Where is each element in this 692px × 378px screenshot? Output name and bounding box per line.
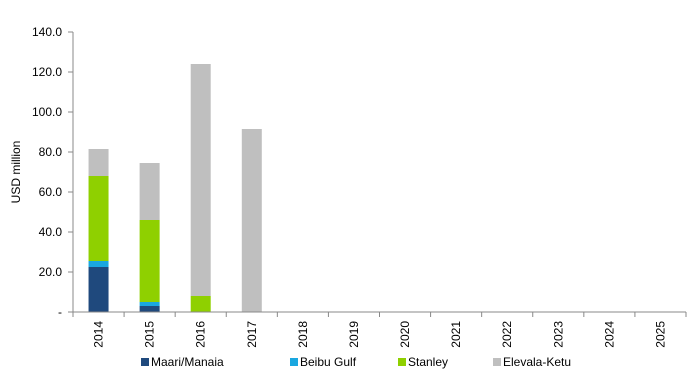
legend: Maari/Manaia Beibu Gulf Stanley Elevala-Ket… (141, 355, 571, 369)
x-tick-label: 2014 (92, 321, 106, 348)
y-axis (68, 31, 74, 313)
legend-swatch (493, 358, 501, 366)
y-tick-label: - (58, 305, 62, 319)
x-tick-label: 2023 (551, 321, 565, 348)
bars (88, 64, 262, 312)
y-tick-label: 120.0 (32, 65, 62, 79)
y-tick-label: 40.0 (39, 225, 63, 239)
legend-label: Beibu Gulf (300, 355, 357, 369)
y-axis-label: USD million (9, 141, 23, 204)
bar-segment (88, 149, 109, 176)
x-tick-label: 2025 (653, 321, 667, 348)
bar-segment (241, 129, 262, 312)
y-tick-label: 100.0 (32, 105, 62, 119)
bar-segment (139, 306, 160, 312)
x-tick-labels: 2014 2015 2016 2017 2018 2019 2020 2021 2022 2023… (92, 321, 668, 348)
y-tick-label: 80.0 (39, 145, 63, 159)
x-tick-label: 2017 (245, 321, 259, 348)
y-tick-label: 140.0 (32, 25, 62, 39)
bar-segment (88, 261, 109, 267)
bar-segment (190, 64, 211, 296)
x-tick-label: 2024 (602, 321, 616, 348)
x-tick-label: 2018 (296, 321, 310, 348)
y-tick-label: 60.0 (39, 185, 63, 199)
y-tick-label: 20.0 (39, 265, 63, 279)
x-tick-label: 2021 (449, 321, 463, 348)
x-tick-label: 2019 (347, 321, 361, 348)
bar-segment (139, 302, 160, 306)
x-tick-label: 2015 (143, 321, 157, 348)
legend-label: Stanley (408, 355, 448, 369)
legend-swatch (141, 358, 149, 366)
x-tick-label: 2022 (500, 321, 514, 348)
x-tick-label: 2020 (398, 321, 412, 348)
bar-segment (88, 176, 109, 261)
legend-label: Elevala-Ketu (503, 355, 571, 369)
bar-segment (88, 267, 109, 312)
bar-segment (190, 296, 211, 312)
x-tick-label: 2016 (194, 321, 208, 348)
bar-segment (139, 163, 160, 220)
legend-swatch (290, 358, 298, 366)
legend-label: Maari/Manaia (151, 355, 224, 369)
x-axis (72, 311, 687, 317)
bar-segment (139, 220, 160, 302)
legend-swatch (398, 358, 406, 366)
y-tick-labels: - 20.0 40.0 60.0 80.0 100.0 120.0 140.0 (32, 25, 62, 319)
